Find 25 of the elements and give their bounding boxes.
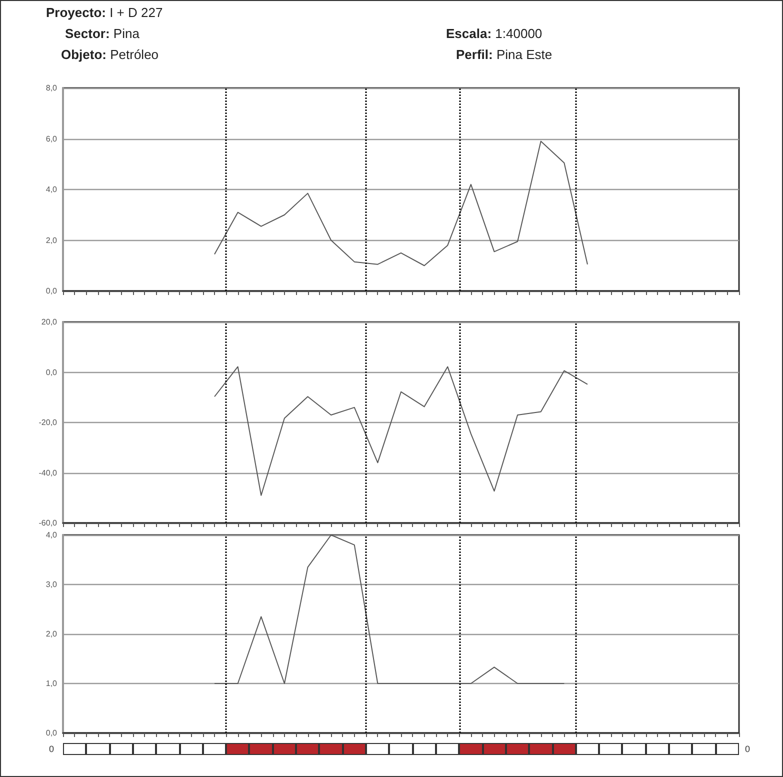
y-tick-label: 6,0 [46,134,58,144]
y-tick-label: 2,0 [46,630,58,638]
text: Escala: 1:40000 [446,26,542,41]
text: Objeto: Petróleo [61,47,159,62]
y-tick-label: 4,0 [46,185,58,194]
line-series [214,140,588,266]
y-tick-label: 3,0 [46,580,58,589]
line-series [214,534,565,684]
y-tick-label: 20,0 [41,318,58,326]
y-tick-label: 0,0 [46,728,58,738]
text: Proyecto: I + D 227 [46,5,163,20]
y-tick-label: 2,0 [46,236,58,245]
text: 0 [745,743,750,755]
y-tick-label: 0,0 [46,368,58,377]
y-tick-label: 4,0 [46,530,58,540]
line-series [214,366,588,496]
y-tick-label: 8,0 [46,84,58,92]
y-tick-label: -40,0 [38,468,58,478]
text: 0 [49,743,54,755]
y-tick-label: 0,0 [46,286,58,296]
text: Perfil: Pina Este [456,47,552,62]
y-tick-label: -60,0 [38,518,58,528]
y-tick-label: 1,0 [46,679,58,688]
y-tick-label: -20,0 [38,418,58,427]
text: Sector: Pina [65,26,140,41]
